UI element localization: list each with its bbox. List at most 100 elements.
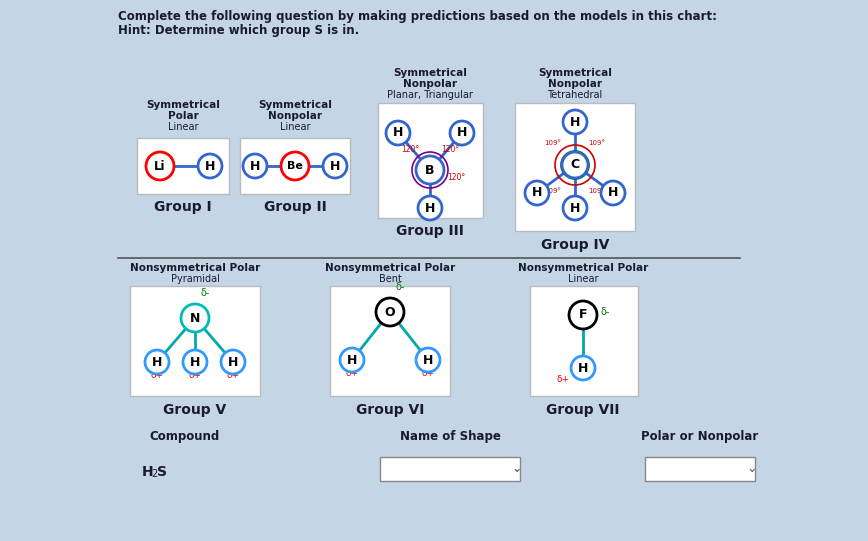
Text: Group II: Group II xyxy=(264,200,326,214)
Text: Nonsymmetrical Polar: Nonsymmetrical Polar xyxy=(518,263,648,273)
Text: Linear: Linear xyxy=(168,122,198,132)
Text: Group VII: Group VII xyxy=(546,403,620,417)
Text: Symmetrical: Symmetrical xyxy=(258,100,332,110)
Text: F: F xyxy=(579,308,588,321)
Text: Pyramidal: Pyramidal xyxy=(171,274,220,284)
Text: Symmetrical: Symmetrical xyxy=(538,68,612,78)
FancyBboxPatch shape xyxy=(380,457,520,481)
Text: Linear: Linear xyxy=(279,122,310,132)
Circle shape xyxy=(416,156,444,184)
Text: δ-: δ- xyxy=(601,307,609,317)
FancyBboxPatch shape xyxy=(530,286,638,396)
Text: H: H xyxy=(250,160,260,173)
Circle shape xyxy=(416,348,440,372)
Text: H: H xyxy=(142,465,154,479)
Circle shape xyxy=(386,121,410,145)
Text: δ+: δ+ xyxy=(150,371,163,380)
Text: 120°: 120° xyxy=(441,145,459,154)
Text: Polar or Nonpolar: Polar or Nonpolar xyxy=(641,430,759,443)
Text: Group VI: Group VI xyxy=(356,403,424,417)
Text: δ+: δ+ xyxy=(188,371,201,380)
Text: H: H xyxy=(227,355,238,368)
Text: H: H xyxy=(347,353,358,366)
Text: H: H xyxy=(578,361,589,374)
Text: H: H xyxy=(424,201,435,214)
Text: 109°: 109° xyxy=(544,140,562,146)
Text: H: H xyxy=(393,127,404,140)
Text: H: H xyxy=(152,355,162,368)
Text: H: H xyxy=(608,187,618,200)
Circle shape xyxy=(145,350,169,374)
Text: 2: 2 xyxy=(151,469,157,479)
Text: Group III: Group III xyxy=(396,224,464,238)
Text: S: S xyxy=(157,465,167,479)
Text: Nonpolar: Nonpolar xyxy=(403,79,457,89)
Text: O: O xyxy=(385,306,395,319)
Text: C: C xyxy=(570,159,580,171)
FancyBboxPatch shape xyxy=(130,286,260,396)
Circle shape xyxy=(221,350,245,374)
Circle shape xyxy=(243,154,267,178)
Circle shape xyxy=(198,154,222,178)
Circle shape xyxy=(146,152,174,180)
FancyBboxPatch shape xyxy=(330,286,450,396)
Text: 109°: 109° xyxy=(589,188,606,194)
Text: Planar, Triangular: Planar, Triangular xyxy=(387,90,473,100)
FancyBboxPatch shape xyxy=(240,138,350,194)
Text: N: N xyxy=(190,312,201,325)
Text: Symmetrical: Symmetrical xyxy=(393,68,467,78)
Text: 120°: 120° xyxy=(401,145,419,154)
Text: 120°: 120° xyxy=(447,173,465,182)
Circle shape xyxy=(183,350,207,374)
Text: Name of Shape: Name of Shape xyxy=(399,430,501,443)
Text: Polar: Polar xyxy=(168,111,199,121)
Text: Symmetrical: Symmetrical xyxy=(146,100,220,110)
Text: ⌄: ⌄ xyxy=(512,463,523,476)
Text: δ+: δ+ xyxy=(227,371,240,380)
Circle shape xyxy=(571,356,595,380)
Text: δ+: δ+ xyxy=(422,369,435,378)
Circle shape xyxy=(181,304,209,332)
Text: H: H xyxy=(457,127,467,140)
Text: Tetrahedral: Tetrahedral xyxy=(548,90,602,100)
Circle shape xyxy=(563,196,587,220)
Text: Group V: Group V xyxy=(163,403,227,417)
Circle shape xyxy=(323,154,347,178)
Text: H: H xyxy=(423,353,433,366)
Text: H: H xyxy=(532,187,542,200)
FancyBboxPatch shape xyxy=(515,103,635,231)
Text: Compound: Compound xyxy=(150,430,220,443)
Text: Group IV: Group IV xyxy=(541,238,609,252)
Text: Complete the following question by making predictions based on the models in thi: Complete the following question by makin… xyxy=(118,10,717,23)
Text: H: H xyxy=(205,160,215,173)
Text: Be: Be xyxy=(287,161,303,171)
Circle shape xyxy=(418,196,442,220)
Text: Nonsymmetrical Polar: Nonsymmetrical Polar xyxy=(325,263,455,273)
Text: Nonpolar: Nonpolar xyxy=(548,79,602,89)
Text: ⌄: ⌄ xyxy=(746,463,757,476)
FancyBboxPatch shape xyxy=(645,457,755,481)
Circle shape xyxy=(601,181,625,205)
Text: H: H xyxy=(569,201,580,214)
Circle shape xyxy=(281,152,309,180)
Text: H: H xyxy=(330,160,340,173)
Text: δ+: δ+ xyxy=(556,375,569,384)
Text: 109°: 109° xyxy=(589,140,606,146)
Circle shape xyxy=(450,121,474,145)
Circle shape xyxy=(563,110,587,134)
Text: Group I: Group I xyxy=(155,200,212,214)
Circle shape xyxy=(562,152,588,178)
Text: 109°: 109° xyxy=(544,188,562,194)
Text: Linear: Linear xyxy=(568,274,598,284)
Circle shape xyxy=(376,298,404,326)
Text: Bent: Bent xyxy=(378,274,401,284)
Text: Hint: Determine which group S is in.: Hint: Determine which group S is in. xyxy=(118,24,359,37)
Text: Nonsymmetrical Polar: Nonsymmetrical Polar xyxy=(130,263,260,273)
Text: H: H xyxy=(190,355,201,368)
Text: B: B xyxy=(425,163,435,176)
Text: H: H xyxy=(569,115,580,129)
FancyBboxPatch shape xyxy=(378,103,483,218)
FancyBboxPatch shape xyxy=(137,138,229,194)
Circle shape xyxy=(340,348,364,372)
Text: δ+: δ+ xyxy=(345,369,358,378)
